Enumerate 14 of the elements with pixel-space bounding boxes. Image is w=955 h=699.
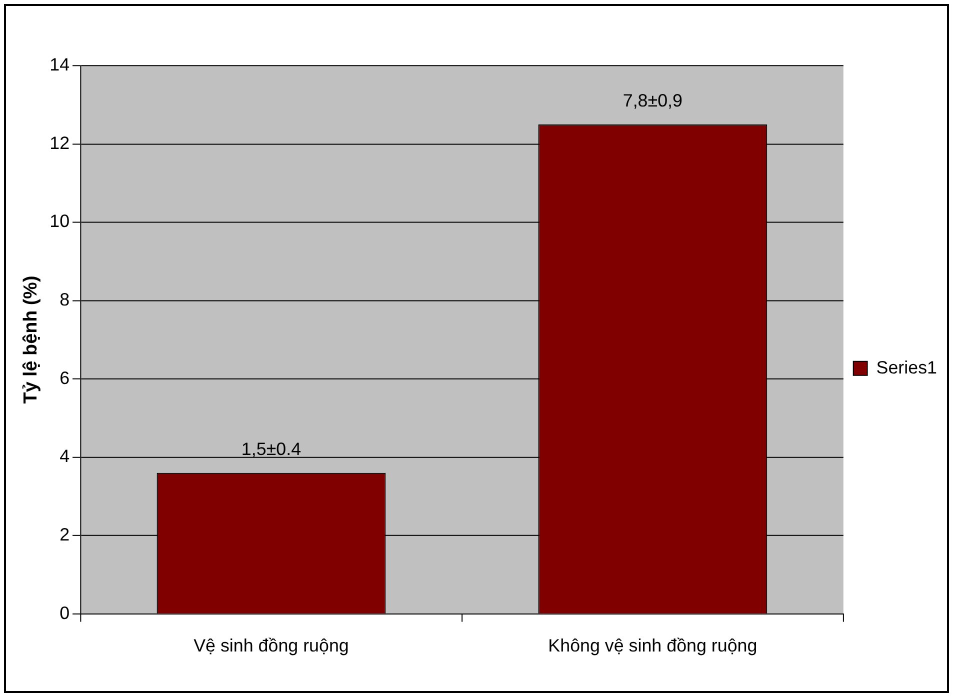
y-tick-label: 12: [50, 132, 70, 153]
y-tick-label: 0: [60, 602, 70, 623]
y-tick-label: 6: [60, 368, 70, 388]
y-axis-title: Tỷ lệ bệnh (%): [20, 276, 42, 404]
y-tick-label: 4: [60, 446, 70, 466]
y-tick-label: 10: [50, 211, 70, 232]
annotation: 1,5±0.4: [241, 438, 302, 459]
x-tick-label: Không vệ sinh đồng ruộng: [548, 635, 758, 656]
y-tick-label: 8: [60, 290, 70, 310]
x-tick-label: Vệ sinh đồng ruộng: [194, 635, 349, 656]
annotation: 7,8±0,9: [622, 90, 683, 110]
y-tick-label: 14: [50, 54, 70, 75]
legend-label: Series1: [876, 357, 938, 378]
y-tick-label: 2: [60, 524, 70, 544]
